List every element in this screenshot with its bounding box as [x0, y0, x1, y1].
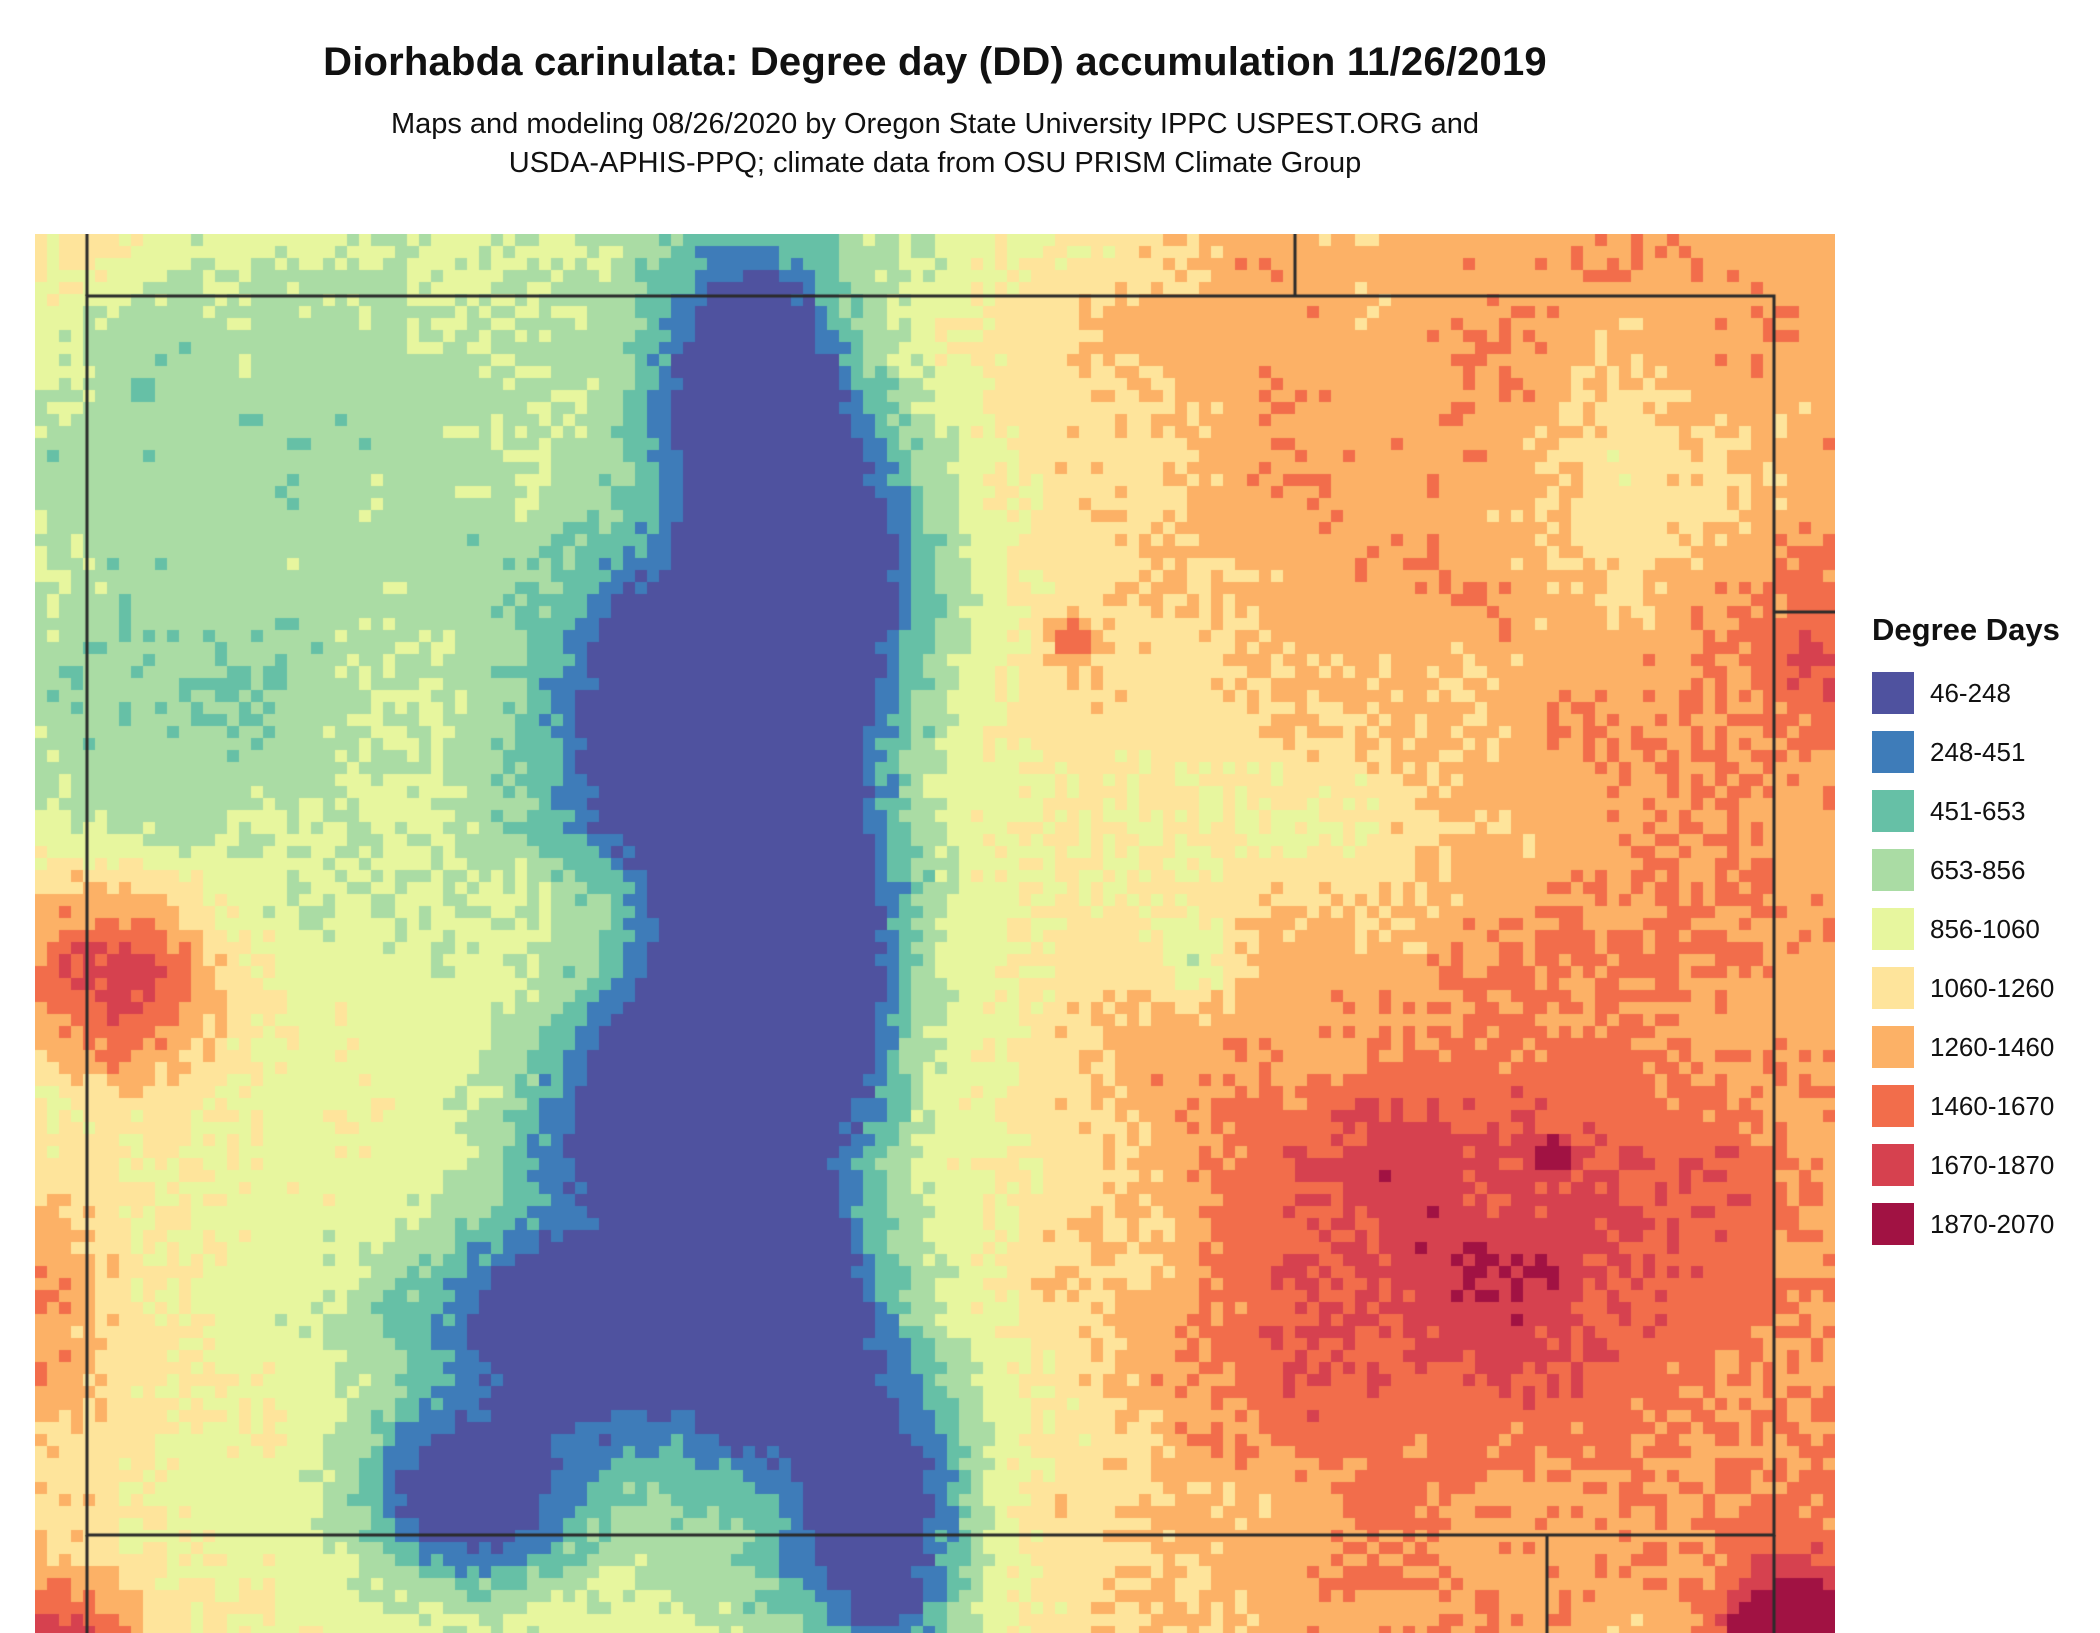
legend-label: 856-1060 — [1930, 913, 2040, 944]
legend-item: 1670-1870 — [1872, 1144, 2060, 1186]
legend: Degree Days 46-248 248-451 451-653 653-856 8… — [1872, 612, 2060, 1262]
legend-label: 1670-1870 — [1930, 1149, 2055, 1180]
legend-item: 1060-1260 — [1872, 967, 2060, 1009]
legend-label: 1260-1460 — [1930, 1031, 2055, 1062]
legend-item: 653-856 — [1872, 849, 2060, 891]
legend-swatch — [1872, 790, 1914, 832]
legend-swatch — [1872, 1026, 1914, 1068]
legend-items: 46-248 248-451 451-653 653-856 856-1060 1060-… — [1872, 672, 2060, 1245]
legend-item: 46-248 — [1872, 672, 2060, 714]
legend-item: 248-451 — [1872, 731, 2060, 773]
map-subtitle-line2: USDA-APHIS-PPQ; climate data from OSU PR… — [508, 146, 1362, 179]
legend-swatch — [1872, 1085, 1914, 1127]
legend-swatch — [1872, 849, 1914, 891]
degree-day-raster-canvas — [35, 234, 1835, 1633]
legend-swatch — [1872, 908, 1914, 950]
legend-item: 1260-1460 — [1872, 1026, 2060, 1068]
map-title: Diorhabda carinulata: Degree day (DD) ac… — [323, 40, 1547, 84]
legend-swatch — [1872, 1203, 1914, 1245]
map-header: Diorhabda carinulata: Degree day (DD) ac… — [35, 40, 1835, 183]
legend-label: 248-451 — [1930, 736, 2026, 767]
legend-item: 1870-2070 — [1872, 1203, 2060, 1245]
legend-label: 653-856 — [1930, 854, 2026, 885]
map-subtitle: Maps and modeling 08/26/2020 by Oregon S… — [35, 105, 1835, 183]
legend-item: 1460-1670 — [1872, 1085, 2060, 1127]
legend-label: 1870-2070 — [1930, 1208, 2055, 1239]
legend-swatch — [1872, 1144, 1914, 1186]
legend-swatch — [1872, 672, 1914, 714]
legend-label: 1060-1260 — [1930, 972, 2055, 1003]
legend-item: 451-653 — [1872, 790, 2060, 832]
degree-day-map — [35, 234, 1835, 1633]
legend-swatch — [1872, 967, 1914, 1009]
legend-label: 1460-1670 — [1930, 1090, 2055, 1121]
legend-label: 46-248 — [1930, 677, 2011, 708]
map-subtitle-line1: Maps and modeling 08/26/2020 by Oregon S… — [390, 108, 1480, 140]
legend-title: Degree Days — [1872, 612, 2060, 647]
legend-label: 451-653 — [1930, 795, 2026, 826]
legend-item: 856-1060 — [1872, 908, 2060, 950]
legend-swatch — [1872, 731, 1914, 773]
